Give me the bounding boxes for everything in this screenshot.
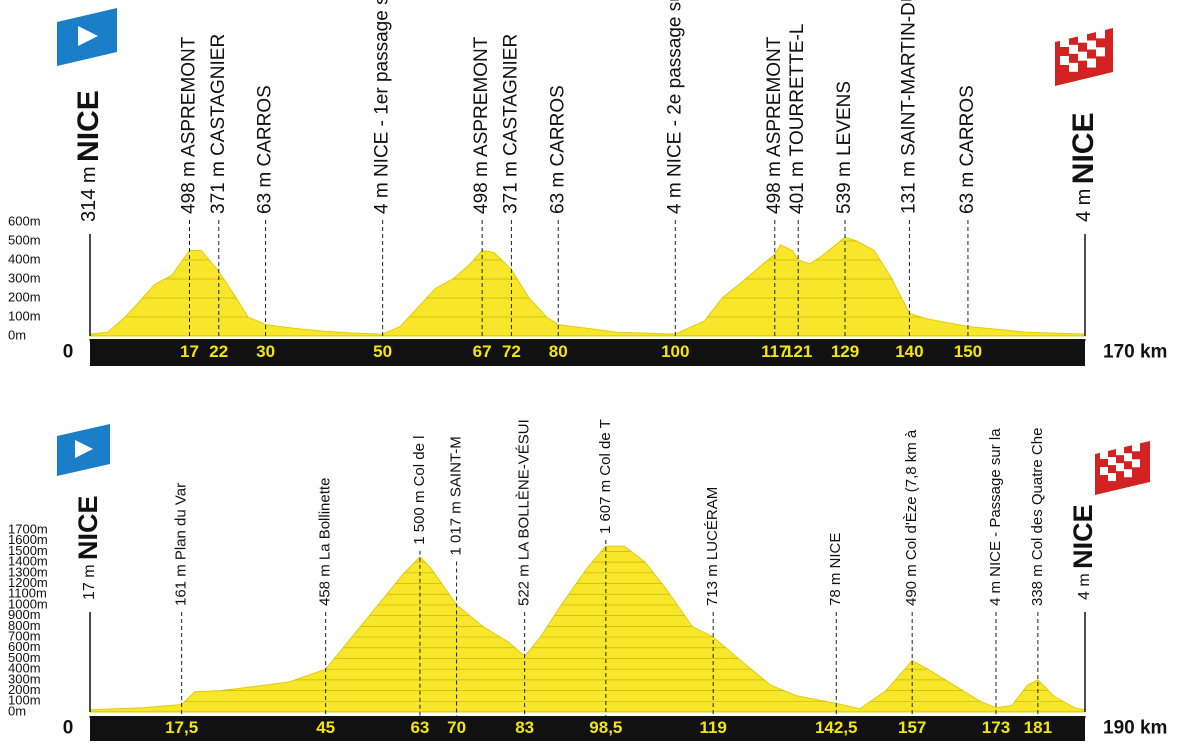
- y-tick-label: 600m: [8, 213, 41, 228]
- y-tick-label: 1200m: [8, 575, 48, 590]
- waypoint-label: 4 m NICE - Passage sur la: [987, 428, 1004, 606]
- waypoint-label: 371 m CASTAGNIER: [500, 34, 521, 214]
- finish-label: 4 m NICE: [1067, 113, 1100, 222]
- y-tick-label: 500m: [8, 650, 41, 665]
- elevation-area: [89, 545, 1086, 713]
- town: NICE: [72, 90, 105, 162]
- y-tick-label: 200m: [8, 682, 41, 697]
- x-tick-label: 170 km: [1103, 342, 1167, 363]
- x-tick-label: 190 km: [1103, 718, 1167, 739]
- waypoint-label: 401 m TOURRETTE-L: [787, 24, 808, 214]
- waypoint-label: 498 m ASPREMONT: [179, 36, 200, 214]
- x-tick-label: 80: [549, 342, 568, 361]
- waypoint-label: 522 m LA BOLLÈNE-VÉSUI: [516, 419, 533, 606]
- waypoint-label: 1 017 m SAINT-M: [448, 436, 465, 555]
- y-tick-label: 1000m: [8, 596, 48, 611]
- x-tick-label: 119: [699, 718, 726, 737]
- waypoint-label: 1 500 m Col de l: [411, 436, 428, 545]
- x-tick-label: 17,5: [165, 718, 198, 737]
- x-tick-label: 117: [761, 342, 788, 361]
- y-tick-label: 0m: [8, 327, 26, 342]
- waypoint-label: 4 m NICE - 2e passage sur la: [664, 0, 685, 214]
- waypoint-label: 63 m CARROS: [255, 85, 276, 214]
- waypoint-label: 539 m LEVENS: [834, 81, 855, 214]
- elevation: 17 m: [81, 564, 98, 600]
- x-tick-label: 45: [316, 718, 335, 737]
- x-tick-label: 50: [373, 342, 392, 361]
- elevation: 4 m: [1073, 189, 1095, 222]
- x-tick-label: 17: [180, 342, 199, 361]
- x-tick-label: 72: [502, 342, 521, 361]
- waypoint-label: 131 m SAINT-MARTIN-DU-V: [898, 0, 919, 214]
- waypoint-label: 63 m CARROS: [957, 85, 978, 214]
- y-tick-label: 0m: [8, 703, 26, 718]
- distance-bar: [90, 339, 1085, 366]
- waypoint-label: 4 m NICE - 1er passage sur l: [372, 0, 393, 214]
- x-tick-label: 150: [954, 342, 982, 361]
- waypoint-label: 713 m LUCÉRAM: [704, 487, 721, 606]
- town: NICE: [1067, 113, 1100, 185]
- elevation-area: [89, 236, 1086, 337]
- waypoint-label: 338 m Col des Quatre Che: [1029, 428, 1046, 606]
- waypoint-label: 1 607 m Col de T: [597, 419, 614, 534]
- x-tick-label: 142,5: [815, 718, 858, 737]
- x-tick-label: 181: [1024, 718, 1052, 737]
- waypoint-label: 498 m ASPREMONT: [764, 36, 785, 214]
- waypoint-label: 371 m CASTAGNIER: [208, 34, 229, 214]
- x-tick-label: 173: [982, 718, 1010, 737]
- x-tick-label: 67: [473, 342, 492, 361]
- start-label: 17 m NICE: [73, 495, 103, 600]
- town: NICE: [1068, 504, 1098, 569]
- y-tick-label: 100m: [8, 693, 41, 708]
- finish-label: 4 m NICE: [1068, 504, 1098, 600]
- x-tick-label: 0: [63, 718, 74, 739]
- x-tick-label: 83: [515, 718, 534, 737]
- y-tick-label: 200m: [8, 289, 41, 304]
- y-tick-label: 400m: [8, 661, 41, 676]
- y-tick-label: 500m: [8, 232, 41, 247]
- y-tick-label: 800m: [8, 618, 41, 633]
- waypoint-label: 78 m NICE: [827, 533, 844, 606]
- start-label: 314 m NICE: [72, 90, 105, 222]
- x-tick-label: 140: [895, 342, 923, 361]
- y-tick-label: 1700m: [8, 521, 48, 536]
- waypoint-label: 63 m CARROS: [547, 85, 568, 214]
- town: NICE: [73, 495, 103, 560]
- y-tick-label: 1100m: [8, 586, 47, 601]
- y-tick-label: 700m: [8, 628, 41, 643]
- x-tick-label: 70: [447, 718, 466, 737]
- elevation: 314 m: [78, 166, 100, 222]
- waypoint-label: 458 m La Bollinette: [317, 478, 334, 606]
- x-tick-label: 0: [63, 342, 74, 363]
- y-tick-label: 300m: [8, 671, 41, 686]
- x-tick-label: 157: [898, 718, 926, 737]
- finish-flag: [1095, 441, 1150, 495]
- waypoint-label: 161 m Plan du Var: [173, 483, 190, 606]
- x-tick-label: 63: [410, 718, 429, 737]
- waypoint-label: 490 m Col d'Èze (7,8 km à: [903, 429, 920, 606]
- y-tick-label: 900m: [8, 607, 41, 622]
- x-tick-label: 30: [256, 342, 275, 361]
- y-tick-label: 100m: [8, 308, 41, 323]
- x-tick-label: 100: [661, 342, 689, 361]
- y-tick-label: 1500m: [8, 543, 48, 558]
- y-tick-label: 600m: [8, 639, 41, 654]
- y-tick-label: 300m: [8, 270, 41, 285]
- y-tick-label: 1600m: [8, 532, 48, 547]
- x-tick-label: 98,5: [589, 718, 622, 737]
- y-tick-label: 1300m: [8, 564, 48, 579]
- start-flag: [57, 424, 110, 476]
- finish-flag: [1055, 28, 1113, 86]
- x-tick-label: 129: [831, 342, 859, 361]
- y-tick-label: 1400m: [8, 554, 48, 569]
- y-tick-label: 400m: [8, 251, 41, 266]
- start-flag: [57, 8, 117, 66]
- distance-bar: [90, 716, 1085, 741]
- x-tick-label: 22: [209, 342, 228, 361]
- x-tick-label: 121: [784, 342, 812, 361]
- elevation: 4 m: [1076, 573, 1093, 600]
- waypoint-label: 498 m ASPREMONT: [471, 36, 492, 214]
